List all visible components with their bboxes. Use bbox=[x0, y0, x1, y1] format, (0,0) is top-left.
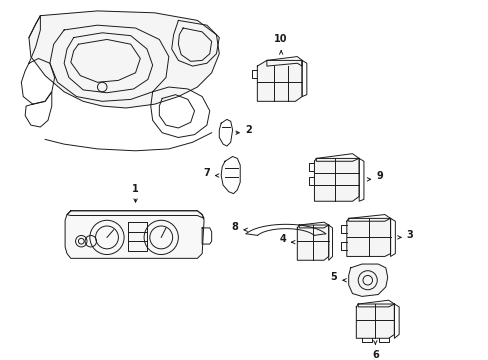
Text: 6: 6 bbox=[371, 350, 378, 360]
Text: 8: 8 bbox=[231, 222, 238, 232]
Polygon shape bbox=[314, 158, 359, 201]
Text: 4: 4 bbox=[279, 234, 285, 244]
Text: 2: 2 bbox=[244, 125, 251, 135]
Text: 3: 3 bbox=[406, 230, 413, 239]
Polygon shape bbox=[65, 211, 203, 258]
Text: 1: 1 bbox=[132, 184, 139, 194]
Polygon shape bbox=[257, 60, 302, 101]
Text: 10: 10 bbox=[274, 34, 287, 44]
Text: 9: 9 bbox=[376, 171, 382, 181]
Text: 7: 7 bbox=[203, 168, 209, 178]
Polygon shape bbox=[346, 219, 390, 256]
Text: 5: 5 bbox=[330, 273, 337, 282]
Polygon shape bbox=[29, 11, 219, 108]
Polygon shape bbox=[297, 225, 328, 260]
Polygon shape bbox=[348, 264, 387, 296]
Polygon shape bbox=[356, 304, 394, 338]
